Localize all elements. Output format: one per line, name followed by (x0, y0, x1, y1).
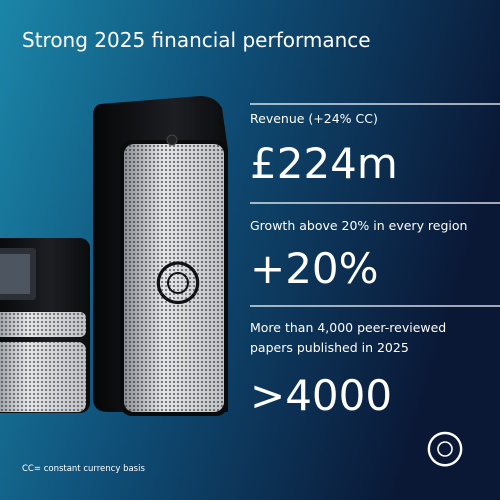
metric-caption: More than 4,000 peer-reviewed (250, 320, 446, 335)
metric-figure: £224m (250, 139, 398, 188)
metric-figure: >4000 (250, 371, 392, 420)
small-device (0, 238, 90, 413)
title: Strong 2025 financial performance (22, 28, 371, 52)
large-device (93, 96, 228, 416)
metric-caption: Revenue (+24% CC) (250, 111, 378, 126)
metric-caption: papers published in 2025 (250, 340, 409, 355)
device-logo (156, 261, 200, 304)
metric-caption: Growth above 20% in every region (250, 218, 467, 233)
metric-figure: +20% (250, 244, 379, 293)
footnote: CC= constant currency basis (22, 464, 145, 474)
brand-logo (427, 431, 463, 467)
